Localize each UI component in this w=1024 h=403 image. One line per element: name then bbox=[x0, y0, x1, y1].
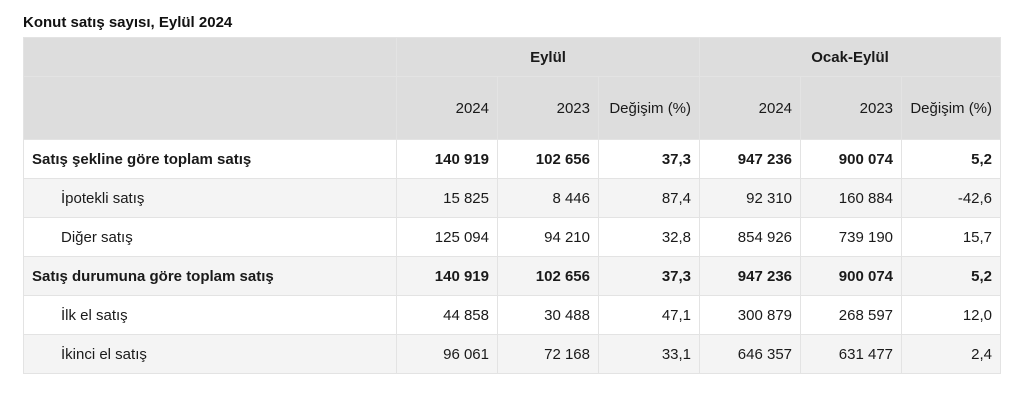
cell: 140 919 bbox=[396, 256, 498, 296]
cell: 12,0 bbox=[901, 295, 1002, 335]
cell: 102 656 bbox=[497, 256, 599, 296]
cell: 300 879 bbox=[699, 295, 802, 335]
table-row: İlk el satış 44 858 30 488 47,1 300 879 … bbox=[23, 295, 1002, 335]
cell: 5,2 bbox=[901, 256, 1002, 296]
header-empty-cell bbox=[23, 37, 397, 77]
cell: -42,6 bbox=[901, 178, 1002, 218]
cell: 947 236 bbox=[699, 256, 802, 296]
column-header: 2024 bbox=[396, 76, 498, 140]
cell: 33,1 bbox=[597, 334, 701, 374]
table-row: Satış durumuna göre toplam satış 140 919… bbox=[23, 256, 1002, 296]
column-header: 2023 bbox=[497, 76, 599, 140]
table-title: Konut satış sayısı, Eylül 2024 bbox=[23, 14, 233, 31]
cell: 140 919 bbox=[396, 139, 498, 179]
cell: 268 597 bbox=[800, 295, 903, 335]
cell: 5,2 bbox=[901, 139, 1002, 179]
table-row: İpotekli satış 15 825 8 446 87,4 92 310 … bbox=[23, 178, 1002, 218]
cell: 646 357 bbox=[699, 334, 802, 374]
table-row: Satış şekline göre toplam satış 140 919 … bbox=[23, 139, 1002, 179]
cell: 15,7 bbox=[901, 217, 1002, 257]
cell: 900 074 bbox=[800, 139, 903, 179]
table-row: Diğer satış 125 094 94 210 32,8 854 926 … bbox=[23, 217, 1002, 257]
row-label: Diğer satış bbox=[23, 217, 397, 257]
cell: 37,3 bbox=[597, 256, 701, 296]
cell: 72 168 bbox=[497, 334, 599, 374]
cell: 160 884 bbox=[800, 178, 903, 218]
group-header-eylul: Eylül bbox=[395, 37, 701, 77]
row-label: İpotekli satış bbox=[23, 178, 397, 218]
table-row: İkinci el satış 96 061 72 168 33,1 646 3… bbox=[23, 334, 1002, 374]
cell: 96 061 bbox=[396, 334, 498, 374]
cell: 631 477 bbox=[800, 334, 903, 374]
group-header-ocak-eylul: Ocak-Eylül bbox=[699, 37, 1002, 77]
column-header: Değişim (%) bbox=[597, 76, 701, 140]
cell: 854 926 bbox=[699, 217, 802, 257]
cell: 32,8 bbox=[597, 217, 701, 257]
cell: 15 825 bbox=[396, 178, 498, 218]
cell: 47,1 bbox=[597, 295, 701, 335]
subheader-empty-cell bbox=[23, 76, 397, 140]
housing-sales-table: Eylül Ocak-Eylül 2024 2023 Değişim (%) 2… bbox=[23, 37, 1002, 374]
cell: 30 488 bbox=[497, 295, 599, 335]
cell: 37,3 bbox=[597, 139, 701, 179]
cell: 102 656 bbox=[497, 139, 599, 179]
cell: 94 210 bbox=[497, 217, 599, 257]
row-label: Satış durumuna göre toplam satış bbox=[23, 256, 397, 296]
cell: 92 310 bbox=[699, 178, 802, 218]
row-label: İlk el satış bbox=[23, 295, 397, 335]
cell: 947 236 bbox=[699, 139, 802, 179]
column-header: 2023 bbox=[800, 76, 903, 140]
cell: 87,4 bbox=[597, 178, 701, 218]
cell: 125 094 bbox=[396, 217, 498, 257]
cell: 739 190 bbox=[800, 217, 903, 257]
row-label: İkinci el satış bbox=[23, 334, 397, 374]
cell: 44 858 bbox=[396, 295, 498, 335]
column-header: Değişim (%) bbox=[901, 76, 1002, 140]
cell: 900 074 bbox=[800, 256, 903, 296]
cell: 8 446 bbox=[497, 178, 599, 218]
cell: 2,4 bbox=[901, 334, 1002, 374]
column-header: 2024 bbox=[699, 76, 802, 140]
row-label: Satış şekline göre toplam satış bbox=[23, 139, 397, 179]
